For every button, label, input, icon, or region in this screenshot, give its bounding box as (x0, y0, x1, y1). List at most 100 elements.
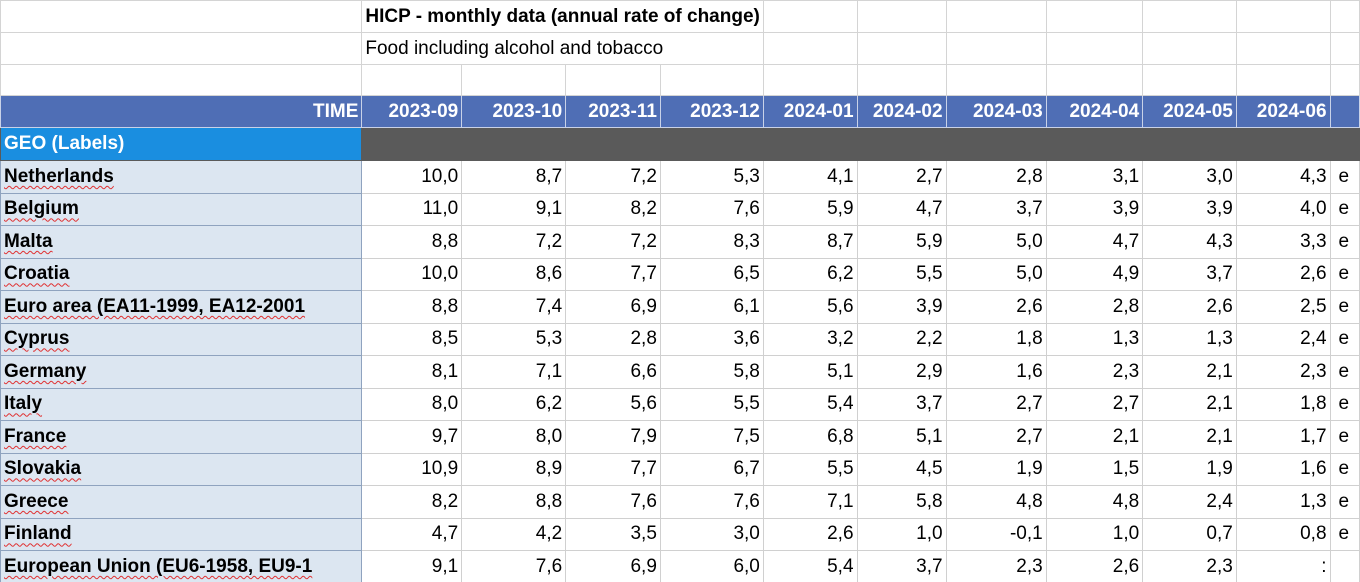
value-cell[interactable]: 1,5 (1045, 452, 1144, 486)
cell[interactable] (461, 127, 567, 161)
value-cell[interactable]: 5,8 (659, 355, 764, 389)
flag-cell[interactable]: e (1329, 225, 1360, 259)
value-cell[interactable]: 1,9 (1142, 452, 1237, 486)
value-cell[interactable]: 5,5 (762, 452, 858, 486)
value-cell[interactable]: 1,0 (856, 517, 947, 551)
cell[interactable] (1235, 127, 1331, 161)
value-cell[interactable]: 7,2 (565, 160, 661, 194)
value-cell[interactable]: 3,7 (945, 192, 1047, 226)
cell[interactable] (0, 64, 363, 96)
value-cell[interactable]: 1,8 (1235, 387, 1331, 421)
value-cell[interactable]: 2,3 (1235, 355, 1331, 389)
value-cell[interactable]: 4,1 (762, 160, 858, 194)
row-header-label[interactable]: GEO (Labels) (0, 127, 363, 161)
value-cell[interactable]: 3,7 (856, 550, 947, 582)
value-cell[interactable]: 2,6 (762, 517, 858, 551)
value-cell[interactable]: 6,9 (565, 290, 661, 324)
column-header[interactable]: 2023-09 (361, 95, 463, 128)
value-cell[interactable]: 6,8 (762, 420, 858, 454)
flag-cell[interactable]: e (1329, 257, 1360, 291)
value-cell[interactable]: 3,3 (1235, 225, 1331, 259)
flag-cell[interactable]: e (1329, 485, 1360, 519)
value-cell[interactable]: 6,1 (659, 290, 764, 324)
value-cell[interactable]: 2,7 (856, 160, 947, 194)
value-cell[interactable]: 7,6 (565, 485, 661, 519)
value-cell[interactable]: 2,7 (1045, 387, 1144, 421)
value-cell[interactable]: 7,1 (762, 485, 858, 519)
cell[interactable] (1329, 64, 1360, 96)
value-cell[interactable]: 7,4 (461, 290, 567, 324)
value-cell[interactable]: 8,7 (762, 225, 858, 259)
value-cell[interactable]: 10,0 (361, 160, 463, 194)
value-cell[interactable]: 5,9 (762, 192, 858, 226)
value-cell[interactable]: 2,4 (1142, 485, 1237, 519)
cell[interactable] (565, 127, 661, 161)
column-header[interactable]: 2023-12 (659, 95, 764, 128)
value-cell[interactable]: 0,7 (1142, 517, 1237, 551)
row-label[interactable]: Euro area (EA11-1999, EA12-2001 (0, 290, 363, 324)
cell[interactable] (945, 127, 1047, 161)
value-cell[interactable]: 3,7 (1142, 257, 1237, 291)
value-cell[interactable]: 4,7 (361, 517, 463, 551)
value-cell[interactable]: 8,2 (565, 192, 661, 226)
row-label[interactable]: Finland (0, 517, 363, 551)
value-cell[interactable]: 1,3 (1235, 485, 1331, 519)
cell[interactable] (945, 32, 1047, 65)
value-cell[interactable]: 8,0 (461, 420, 567, 454)
column-header[interactable]: 2024-05 (1142, 95, 1237, 128)
value-cell[interactable]: 8,8 (361, 225, 463, 259)
value-cell[interactable]: 1,3 (1045, 322, 1144, 356)
value-cell[interactable]: 2,6 (1045, 550, 1144, 582)
sheet-subtitle[interactable]: Food including alcohol and tobacco (361, 32, 764, 65)
value-cell[interactable]: 5,0 (945, 225, 1047, 259)
value-cell[interactable]: 3,9 (1142, 192, 1237, 226)
value-cell[interactable]: 2,1 (1142, 355, 1237, 389)
cell[interactable] (856, 0, 947, 33)
flag-cell[interactable]: e (1329, 387, 1360, 421)
value-cell[interactable]: 8,2 (361, 485, 463, 519)
cell[interactable] (0, 0, 363, 33)
value-cell[interactable]: 5,3 (461, 322, 567, 356)
flag-cell[interactable]: e (1329, 160, 1360, 194)
value-cell[interactable]: 1,7 (1235, 420, 1331, 454)
row-label[interactable]: Slovakia (0, 452, 363, 486)
cell[interactable] (1045, 0, 1144, 33)
value-cell[interactable]: 1,0 (1045, 517, 1144, 551)
value-cell[interactable]: 5,4 (762, 387, 858, 421)
row-label[interactable]: European Union (EU6-1958, EU9-1 (0, 550, 363, 582)
value-cell[interactable]: 7,2 (565, 225, 661, 259)
cell[interactable] (1142, 32, 1237, 65)
value-cell[interactable]: 3,5 (565, 517, 661, 551)
cell[interactable] (856, 64, 947, 96)
value-cell[interactable]: 7,9 (565, 420, 661, 454)
column-header[interactable]: 2024-03 (945, 95, 1047, 128)
value-cell[interactable]: 10,0 (361, 257, 463, 291)
cell[interactable] (762, 127, 858, 161)
value-cell[interactable]: 7,6 (659, 192, 764, 226)
flag-cell[interactable]: e (1329, 322, 1360, 356)
value-cell[interactable]: 4,3 (1235, 160, 1331, 194)
value-cell[interactable]: 7,6 (659, 485, 764, 519)
value-cell[interactable]: 6,6 (565, 355, 661, 389)
value-cell[interactable]: 9,1 (361, 550, 463, 582)
cell[interactable] (1329, 32, 1360, 65)
flag-cell[interactable]: e (1329, 420, 1360, 454)
column-header[interactable]: 2024-01 (762, 95, 858, 128)
cell[interactable] (361, 64, 463, 96)
value-cell[interactable]: 11,0 (361, 192, 463, 226)
value-cell[interactable]: 4,3 (1142, 225, 1237, 259)
value-cell[interactable]: 2,2 (856, 322, 947, 356)
value-cell[interactable]: : (1235, 550, 1331, 582)
value-cell[interactable]: 1,6 (945, 355, 1047, 389)
value-cell[interactable]: 2,3 (1142, 550, 1237, 582)
cell[interactable] (762, 32, 858, 65)
value-cell[interactable]: 7,1 (461, 355, 567, 389)
cell[interactable] (0, 32, 363, 65)
cell[interactable] (461, 64, 567, 96)
cell[interactable] (1329, 127, 1360, 161)
value-cell[interactable]: 4,7 (856, 192, 947, 226)
row-label[interactable]: Germany (0, 355, 363, 389)
value-cell[interactable]: 4,9 (1045, 257, 1144, 291)
value-cell[interactable]: 2,6 (1142, 290, 1237, 324)
value-cell[interactable]: 2,7 (945, 387, 1047, 421)
